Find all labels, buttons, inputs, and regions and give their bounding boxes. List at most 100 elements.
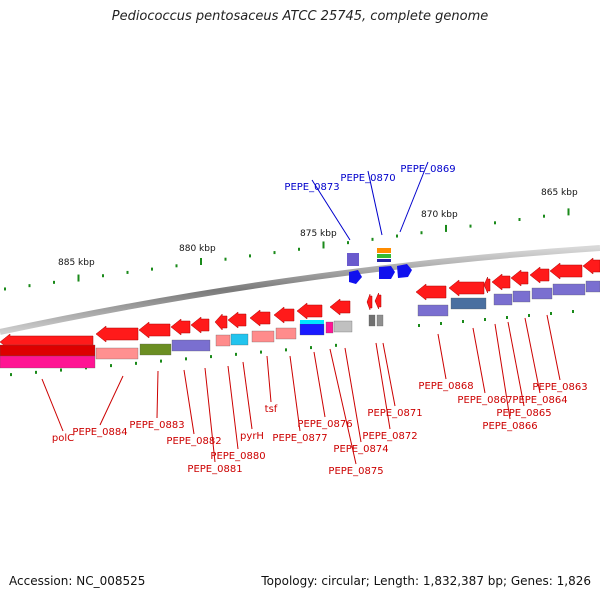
cog-bar [0, 355, 96, 369]
inner-tick [528, 314, 530, 317]
scale-tick [273, 251, 276, 255]
cog-bar [299, 323, 325, 336]
inner-tick [506, 316, 508, 319]
gene-block [377, 254, 391, 258]
inner-tick [335, 343, 337, 347]
scale-ticks [4, 208, 574, 377]
cog-bar [450, 297, 487, 310]
scale-tick [347, 241, 349, 245]
scale-tick [151, 267, 153, 271]
gene-arrow [448, 279, 485, 297]
cog-bar [493, 293, 513, 306]
cog-bar [417, 304, 449, 317]
leader-line [183, 369, 195, 435]
scale-label: 880 kbp [179, 244, 216, 254]
inner-tick [310, 346, 312, 350]
scale-tick [175, 264, 178, 268]
gene-arrows [0, 248, 600, 351]
scale-labels: 885 kbp 880 kbp 875 kbp 870 kbp 865 kbp [58, 188, 578, 268]
inner-tick [285, 348, 287, 352]
leader-line [204, 367, 216, 463]
inner-tick [185, 357, 187, 361]
gene-label: PEPE_0864 [512, 395, 567, 406]
map-title: Pediococcus pentosaceus ATCC 25745, comp… [111, 9, 489, 24]
scale-label: 870 kbp [421, 210, 458, 220]
gene-arrow [397, 264, 412, 278]
inner-tick [550, 312, 552, 315]
scale-tick [518, 218, 521, 222]
gene-label: PEPE_0882 [166, 436, 221, 447]
gene-block [377, 259, 391, 262]
scale-tick [249, 254, 251, 258]
scale-tick [371, 237, 374, 241]
gene-arrow [379, 266, 395, 279]
gene-label: PEPE_0881 [187, 464, 242, 475]
inner-tick [10, 373, 12, 377]
cog-bar [333, 320, 353, 333]
scale-tick [28, 284, 31, 288]
cog-bar [585, 280, 600, 293]
scale-tick [126, 270, 129, 274]
gene-arrow [296, 302, 323, 320]
genome-backbone [0, 245, 600, 335]
scale-tick [102, 274, 104, 278]
accession-text: Accession: NC_008525 [9, 574, 146, 588]
leader-line [289, 355, 301, 432]
gene-label: PEPE_0875 [328, 466, 383, 477]
inner-tick [60, 368, 62, 372]
leader-line [437, 333, 447, 380]
gene-label: PEPE_0863 [532, 382, 587, 393]
leader-line [242, 361, 253, 430]
gene-arrow [374, 292, 382, 310]
gene-label: PEPE_0868 [418, 381, 473, 392]
cog-bar [230, 333, 249, 346]
gene-arrow [510, 269, 529, 287]
cog-bar [215, 334, 231, 347]
inner-tick [572, 310, 574, 313]
scale-tick [53, 280, 55, 284]
scale-tick [224, 257, 227, 261]
scale-tick [445, 224, 447, 232]
gene-label: PEPE_0876 [297, 419, 352, 430]
inner-tick [35, 370, 37, 374]
leader-line [472, 327, 486, 394]
gene-arrow [249, 309, 271, 327]
gene-label: PEPE_0869 [400, 164, 455, 175]
leader-line [494, 323, 511, 420]
inner-tick [484, 318, 486, 321]
leader-line [156, 370, 159, 419]
inner-tick [260, 350, 262, 354]
gene-label: PEPE_0872 [362, 431, 417, 442]
cog-bar [95, 347, 139, 360]
gene-arrow [366, 293, 373, 311]
gene-label: PEPE_0867 [457, 395, 512, 406]
leader-line [382, 342, 396, 407]
scale-label: 875 kbp [300, 229, 337, 239]
scale-tick [4, 287, 6, 291]
leader-line [313, 351, 326, 418]
scale-tick [298, 247, 300, 251]
cog-bar [376, 314, 384, 327]
gene-label: PEPE_0874 [333, 444, 388, 455]
gene-label: PEPE_0871 [367, 408, 422, 419]
gene-arrow [227, 311, 247, 329]
gene-arrow [415, 283, 447, 301]
scale-tick [420, 231, 423, 235]
label-leader-lines [41, 161, 561, 465]
leader-line [375, 342, 391, 430]
leader-line [546, 314, 561, 381]
cog-bar [325, 321, 334, 334]
leader-line [524, 317, 541, 394]
gene-label: PEPE_0865 [496, 408, 551, 419]
gene-arrow [349, 270, 362, 284]
gene-label: pyrH [240, 431, 264, 442]
gene-arrow [582, 257, 600, 275]
gene-arrow [491, 273, 511, 291]
scale-tick [77, 274, 80, 282]
scale-label: 865 kbp [541, 188, 578, 198]
leader-line [507, 321, 525, 407]
inner-tick [135, 361, 137, 365]
gene-block [377, 248, 391, 253]
gene-label: PEPE_0880 [210, 451, 265, 462]
